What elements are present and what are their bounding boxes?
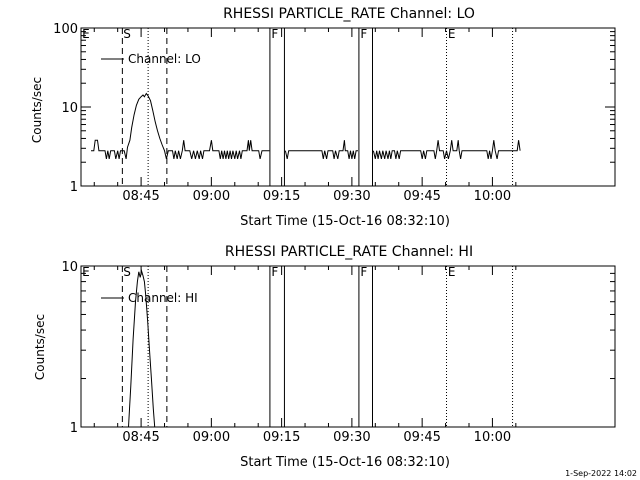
hi-legend-label: Channel: HI: [128, 291, 198, 305]
hi-x-axis-label: Start Time (15-Oct-16 08:32:10): [240, 455, 450, 470]
lo-x-tick-label: 08:45: [122, 189, 159, 204]
lo-flag-label: F: [271, 27, 278, 41]
hi-rate-line: [128, 269, 156, 428]
footer-date: 1-Sep-2022 14:02: [565, 469, 637, 478]
lo-y-tick-label: 10: [61, 101, 78, 116]
lo-x-tick-label: 09:00: [193, 189, 230, 204]
hi-x-tick-label: 08:45: [122, 430, 159, 445]
hi-y-tick-label: 10: [61, 260, 78, 275]
hi-x-tick-label: 09:15: [263, 430, 300, 445]
hi-x-tick-label: 10:00: [474, 430, 511, 445]
hi-axis-ticks: 08:45 09:00 09:15 09:30 09:45 10:00 1 10: [61, 260, 615, 445]
lo-flag-label: E: [448, 27, 456, 41]
hi-flag-label: S: [123, 265, 131, 279]
hi-flag-label: F: [360, 265, 367, 279]
lo-legend-label: Channel: LO: [128, 52, 201, 66]
hi-channel-panel: RHESSI PARTICLE_RATE Channel: HI Counts/…: [33, 244, 616, 470]
lo-chart-title: RHESSI PARTICLE_RATE Channel: LO: [223, 6, 475, 22]
lo-x-tick-label: 09:30: [333, 189, 370, 204]
hi-data-series: [128, 269, 156, 428]
lo-y-axis-label: Counts/sec: [30, 77, 44, 143]
lo-rate-line: [284, 140, 358, 160]
lo-flag-label: F: [360, 27, 367, 41]
lo-data-series: [91, 92, 521, 160]
lo-y-tick-label: 100: [53, 22, 78, 37]
lo-plot-frame: [80, 27, 616, 187]
hi-y-axis-label: Counts/sec: [33, 314, 47, 380]
lo-flag-label: E: [82, 27, 90, 41]
hi-chart-title: RHESSI PARTICLE_RATE Channel: HI: [225, 244, 473, 260]
lo-x-tick-label: 10:00: [474, 189, 511, 204]
lo-y-tick-label: 1: [70, 180, 78, 195]
hi-x-tick-label: 09:30: [333, 430, 370, 445]
lo-time-markers: [121, 28, 514, 186]
lo-legend: Channel: LO: [101, 52, 201, 66]
lo-flag-label: S: [123, 27, 131, 41]
hi-legend: Channel: HI: [101, 291, 198, 305]
lo-axis-ticks: 08:45 09:00 09:15 09:30 09:45 10:00 1 10 100: [53, 22, 615, 204]
hi-time-markers: [121, 266, 514, 427]
lo-channel-panel: RHESSI PARTICLE_RATE Channel: LO Counts/…: [30, 6, 616, 229]
hi-x-tick-label: 09:00: [193, 430, 230, 445]
hi-y-tick-label: 1: [70, 421, 78, 436]
lo-rate-line: [91, 92, 270, 160]
hi-flag-label: E: [448, 265, 456, 279]
hi-plot-frame: [80, 265, 616, 428]
lo-x-tick-label: 09:45: [403, 189, 440, 204]
lo-x-tick-label: 09:15: [263, 189, 300, 204]
hi-flag-label: F: [271, 265, 278, 279]
hi-flag-label: E: [82, 265, 90, 279]
lo-rate-line: [372, 140, 521, 160]
lo-x-axis-label: Start Time (15-Oct-16 08:32:10): [240, 214, 450, 229]
hi-x-tick-label: 09:45: [403, 430, 440, 445]
